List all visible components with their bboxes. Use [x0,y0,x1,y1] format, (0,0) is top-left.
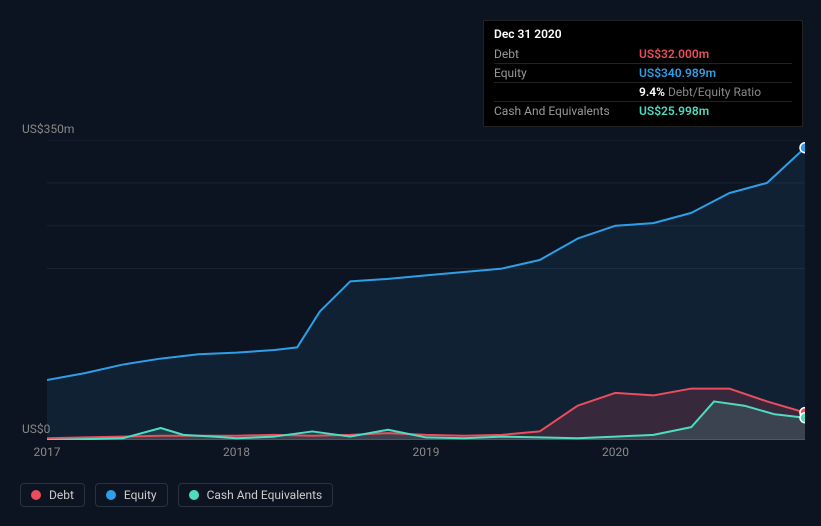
tooltip-row-label: Cash And Equivalents [494,102,639,121]
x-axis-tick-label: 2017 [34,445,61,459]
tooltip-row-value: US$32.000m [639,45,792,64]
legend-item-debt[interactable]: Debt [20,483,85,507]
legend-item-cash[interactable]: Cash And Equivalents [178,483,334,507]
legend-dot-icon [189,490,199,500]
tooltip-date: Dec 31 2020 [494,27,792,41]
tooltip-row-value: US$340.989m [639,64,792,83]
legend-label: Cash And Equivalents [207,488,323,502]
tooltip-row-label: Equity [494,64,639,83]
legend-item-equity[interactable]: Equity [95,483,168,507]
x-axis-tick-label: 2019 [413,445,440,459]
x-axis-tick-label: 2018 [223,445,250,459]
chart-plot-area[interactable] [47,140,805,440]
tooltip-row-value: US$25.998m [639,102,792,121]
legend-dot-icon [31,490,41,500]
series-marker-cash [800,413,805,423]
tooltip-row-label: Debt [494,45,639,64]
legend-label: Equity [124,488,157,502]
chart-legend: Debt Equity Cash And Equivalents [20,483,333,507]
tooltip-ratio: 9.4% Debt/Equity Ratio [639,83,792,102]
x-axis-tick-label: 2020 [602,445,629,459]
tooltip-row-label [494,83,639,102]
tooltip-ratio-label: Debt/Equity Ratio [668,85,761,99]
chart-svg [47,140,805,440]
legend-label: Debt [49,488,74,502]
y-axis-label-top: US$350m [22,122,74,136]
chart-tooltip: Dec 31 2020 Debt US$32.000m Equity US$34… [483,20,803,127]
series-marker-equity [800,143,805,153]
tooltip-table: Debt US$32.000m Equity US$340.989m 9.4% … [494,45,792,120]
tooltip-ratio-pct: 9.4% [639,85,665,99]
legend-dot-icon [106,490,116,500]
chart-container: { "chart": { "type": "area", "background… [0,0,821,526]
